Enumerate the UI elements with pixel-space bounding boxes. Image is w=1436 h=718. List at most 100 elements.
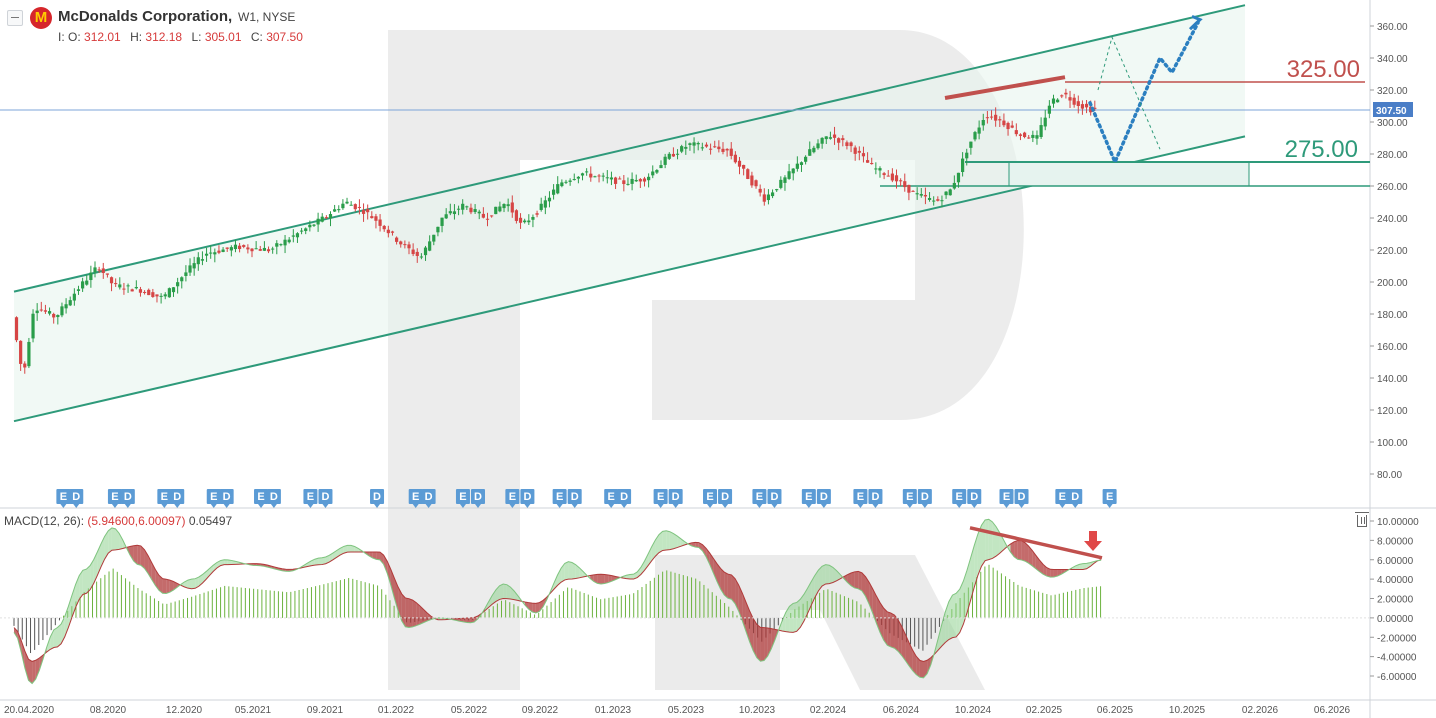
macd-fill-segment (894, 615, 899, 652)
macd-fill-segment (133, 545, 138, 565)
event-badge-label: E (657, 491, 664, 503)
event-badge-label: D (672, 491, 680, 503)
macd-fill-segment (111, 527, 116, 551)
collapse-icon[interactable] (7, 10, 23, 26)
macd-y-tick-label: 0.00000 (1377, 614, 1414, 625)
candle-body (147, 289, 151, 296)
macd-fill-segment (32, 660, 36, 684)
macd-fill-segment (1028, 546, 1033, 566)
candle-body (366, 209, 370, 213)
macd-fill-segment (742, 593, 746, 632)
candle-body (890, 173, 894, 181)
event-badge (917, 489, 932, 504)
macd-fill-segment (427, 612, 431, 622)
event-badge (303, 489, 318, 504)
macd-fill-segment (807, 581, 812, 614)
macd-fill-segment (369, 552, 373, 559)
macd-fill-segment (564, 561, 569, 580)
event-badge-label: D (474, 491, 482, 503)
candle-body (919, 194, 923, 196)
candle-body (130, 289, 134, 292)
candle-body (667, 153, 671, 159)
event-badge-pointer (921, 504, 928, 508)
candle-body (754, 180, 758, 187)
y-tick-label: 320.00 (1377, 86, 1408, 97)
event-badge-pointer (1072, 504, 1079, 508)
x-tick-label: 06.2025 (1097, 705, 1134, 716)
event-badge (703, 489, 718, 504)
x-tick-label: 12.2020 (166, 705, 203, 716)
candle-body (580, 173, 585, 176)
candle-body (180, 277, 184, 282)
x-tick-label: 02.2026 (1242, 705, 1279, 716)
candle-body (857, 150, 861, 153)
candle-body (337, 209, 341, 211)
candle-body (308, 224, 312, 228)
x-tick-label: 09.2021 (307, 705, 344, 716)
candle-body (981, 119, 985, 126)
event-badge-label: E (509, 491, 516, 503)
event-badge (520, 489, 535, 504)
candle-body (304, 228, 308, 232)
x-tick-label: 09.2022 (522, 705, 559, 716)
candle-body (750, 175, 754, 186)
macd-fill-segment (1046, 567, 1051, 578)
event-badge (505, 489, 520, 504)
candle-body (717, 146, 721, 150)
macd-fill-segment (630, 574, 634, 580)
macd-fill-segment (158, 575, 163, 594)
macd-fill-segment (662, 530, 667, 551)
macd-fill-segment (796, 599, 801, 632)
event-badge (552, 489, 567, 504)
y-tick-label: 300.00 (1377, 118, 1408, 129)
earnings-badges (56, 489, 1117, 508)
candle-body (469, 207, 473, 213)
macd-fill-segment (789, 603, 794, 633)
macd-fill-segment (1082, 563, 1087, 570)
candle-body (518, 217, 523, 223)
candle-body (547, 197, 552, 202)
macd-fill-segment (945, 601, 949, 643)
event-badge-pointer (111, 504, 118, 508)
candle-body (527, 220, 531, 223)
macd-fill-segment (981, 519, 986, 567)
macd-fill-segment (655, 534, 659, 557)
macd-fill-segment (416, 602, 420, 626)
candle-body (395, 237, 399, 242)
candle-body (374, 216, 378, 221)
macd-fill-segment (21, 640, 25, 669)
candle-body (618, 178, 622, 180)
forecast-main-arrowhead (1188, 15, 1203, 31)
candle-body (122, 288, 126, 290)
candle-body (659, 165, 663, 169)
macd-fill-segment (350, 545, 355, 552)
candle-body (568, 180, 572, 182)
candle-body (382, 225, 386, 230)
candle-body (155, 294, 159, 297)
candle-body (692, 142, 696, 146)
x-tick-label: 10.2025 (1169, 705, 1206, 716)
candle-body (940, 200, 944, 202)
event-badge-label: E (906, 491, 913, 503)
macd-fill-segment (492, 589, 496, 605)
candle-body (171, 287, 176, 293)
trash-icon[interactable] (1355, 512, 1369, 527)
candle-body (419, 256, 423, 258)
candle-body (936, 199, 940, 201)
macd-fill-segment (535, 602, 540, 614)
macd-fill-segment (626, 574, 631, 580)
x-tick-label: 02.2024 (810, 705, 847, 716)
event-badge (999, 489, 1014, 504)
candle-body (965, 152, 969, 159)
macd-fill-segment (82, 569, 87, 595)
candle-body (758, 188, 762, 193)
candle-body (556, 184, 560, 194)
macd-fill-segment (539, 600, 544, 612)
event-badge-pointer (1003, 504, 1010, 508)
candle-body (680, 146, 684, 152)
candle-body (64, 304, 68, 309)
resistance-trendline (944, 75, 1066, 100)
candle-body (448, 211, 452, 214)
resistance-label: 325.00 (1287, 56, 1360, 83)
